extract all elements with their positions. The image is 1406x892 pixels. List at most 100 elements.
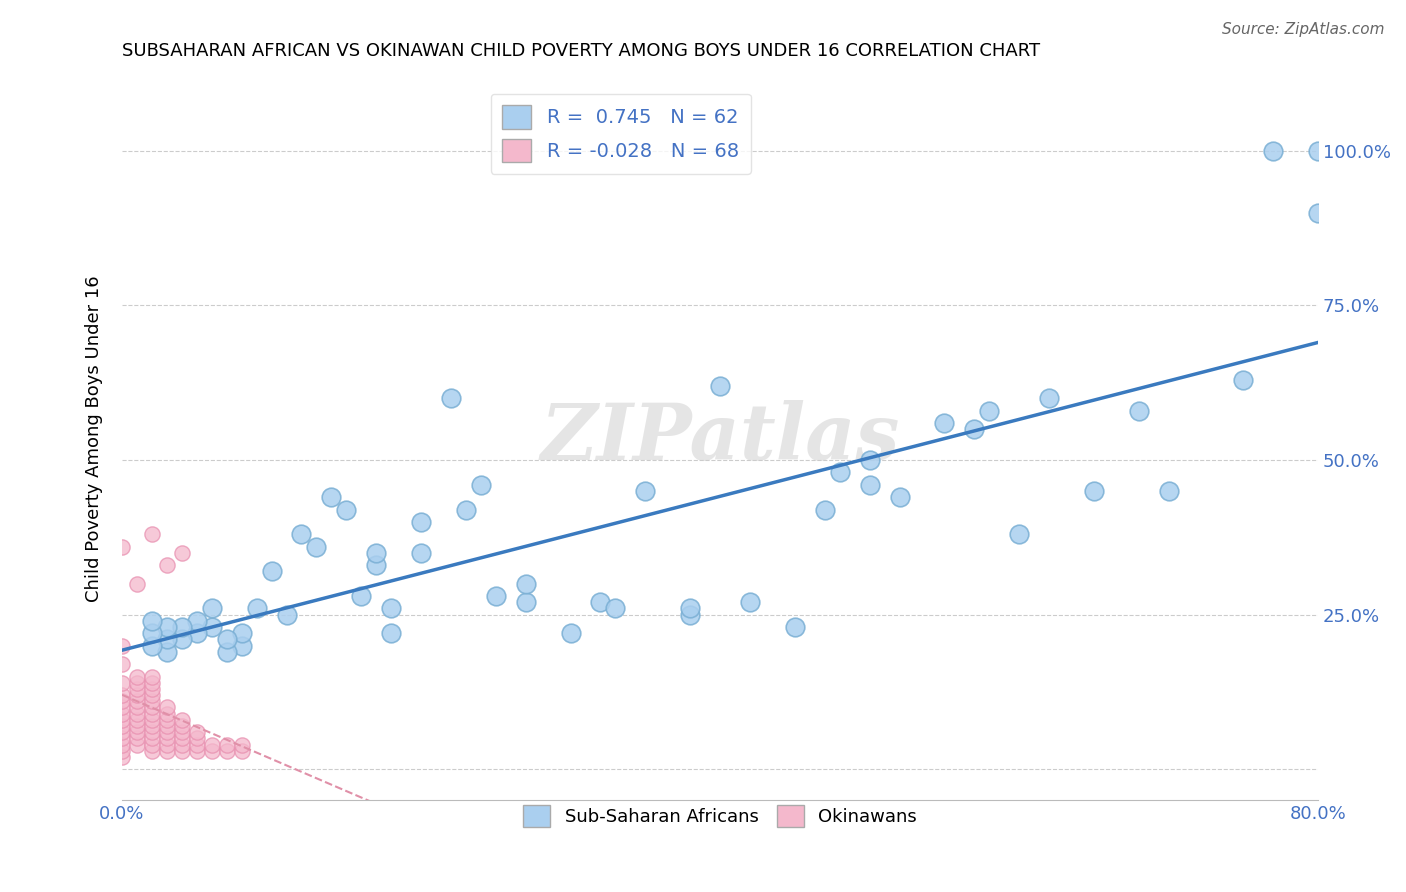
Point: [409, 546, 432, 560]
Point: [111, 688, 134, 702]
Point: [156, 558, 179, 573]
Point: [141, 626, 163, 640]
Point: [231, 744, 253, 758]
Point: [111, 639, 134, 653]
Point: [454, 502, 477, 516]
Point: [186, 744, 208, 758]
Point: [141, 706, 163, 721]
Point: [366, 558, 388, 573]
Point: [858, 453, 880, 467]
Point: [125, 700, 148, 714]
Point: [186, 731, 208, 746]
Point: [125, 706, 148, 721]
Point: [634, 483, 657, 498]
Point: [231, 626, 253, 640]
Point: [201, 601, 224, 615]
Text: SUBSAHARAN AFRICAN VS OKINAWAN CHILD POVERTY AMONG BOYS UNDER 16 CORRELATION CHA: SUBSAHARAN AFRICAN VS OKINAWAN CHILD POV…: [122, 42, 1040, 60]
Point: [934, 416, 956, 430]
Point: [828, 466, 851, 480]
Point: [215, 738, 238, 752]
Point: [111, 675, 134, 690]
Point: [560, 626, 582, 640]
Point: [231, 639, 253, 653]
Point: [170, 719, 193, 733]
Point: [111, 750, 134, 764]
Point: [111, 725, 134, 739]
Point: [170, 725, 193, 739]
Point: [470, 477, 492, 491]
Point: [156, 725, 179, 739]
Point: [111, 694, 134, 708]
Point: [111, 744, 134, 758]
Point: [1308, 144, 1330, 158]
Legend: Sub-Saharan Africans, Okinawans: Sub-Saharan Africans, Okinawans: [516, 798, 924, 835]
Point: [409, 515, 432, 529]
Point: [186, 738, 208, 752]
Point: [186, 626, 208, 640]
Point: [156, 645, 179, 659]
Point: [889, 490, 911, 504]
Point: [1308, 205, 1330, 219]
Point: [156, 700, 179, 714]
Point: [1232, 373, 1254, 387]
Point: [170, 620, 193, 634]
Point: [156, 731, 179, 746]
Point: [170, 546, 193, 560]
Point: [963, 422, 986, 436]
Point: [201, 620, 224, 634]
Point: [231, 738, 253, 752]
Point: [440, 391, 463, 405]
Point: [783, 620, 806, 634]
Point: [141, 738, 163, 752]
Point: [215, 645, 238, 659]
Point: [1083, 483, 1105, 498]
Point: [125, 719, 148, 733]
Point: [201, 744, 224, 758]
Point: [305, 540, 328, 554]
Point: [170, 738, 193, 752]
Text: Source: ZipAtlas.com: Source: ZipAtlas.com: [1222, 22, 1385, 37]
Point: [366, 546, 388, 560]
Point: [141, 681, 163, 696]
Point: [350, 589, 373, 603]
Point: [156, 706, 179, 721]
Point: [111, 700, 134, 714]
Point: [156, 632, 179, 647]
Point: [125, 694, 148, 708]
Point: [141, 725, 163, 739]
Point: [125, 713, 148, 727]
Point: [1008, 527, 1031, 541]
Point: [141, 675, 163, 690]
Point: [1128, 403, 1150, 417]
Point: [738, 595, 761, 609]
Point: [201, 738, 224, 752]
Point: [170, 731, 193, 746]
Point: [979, 403, 1001, 417]
Point: [141, 669, 163, 683]
Point: [125, 675, 148, 690]
Point: [170, 744, 193, 758]
Point: [380, 601, 402, 615]
Point: [335, 502, 357, 516]
Point: [156, 738, 179, 752]
Point: [380, 626, 402, 640]
Point: [515, 576, 537, 591]
Point: [170, 713, 193, 727]
Point: [156, 620, 179, 634]
Text: ZIPatlas: ZIPatlas: [540, 401, 900, 476]
Point: [111, 540, 134, 554]
Point: [141, 688, 163, 702]
Point: [246, 601, 269, 615]
Point: [141, 614, 163, 628]
Point: [170, 632, 193, 647]
Point: [125, 738, 148, 752]
Point: [485, 589, 508, 603]
Point: [111, 719, 134, 733]
Point: [111, 706, 134, 721]
Point: [156, 744, 179, 758]
Point: [215, 744, 238, 758]
Point: [290, 527, 312, 541]
Point: [141, 639, 163, 653]
Point: [125, 731, 148, 746]
Point: [186, 614, 208, 628]
